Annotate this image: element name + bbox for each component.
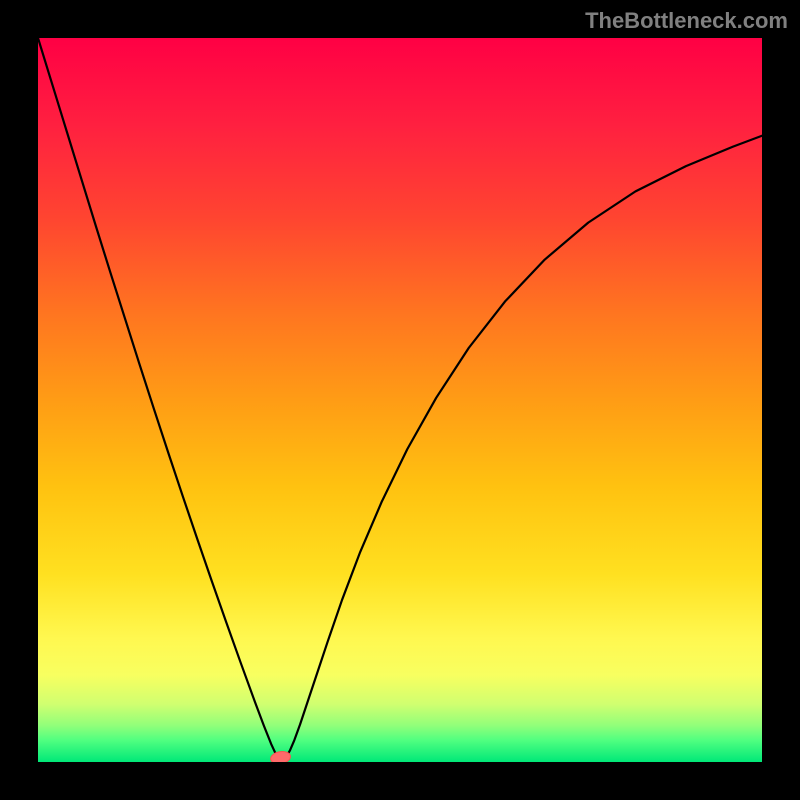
frame-left (0, 0, 38, 800)
chart-background (38, 38, 762, 762)
frame-bottom (0, 762, 800, 800)
frame-right (762, 0, 800, 800)
bottleneck-chart (38, 38, 762, 762)
watermark-text: TheBottleneck.com (585, 8, 788, 34)
